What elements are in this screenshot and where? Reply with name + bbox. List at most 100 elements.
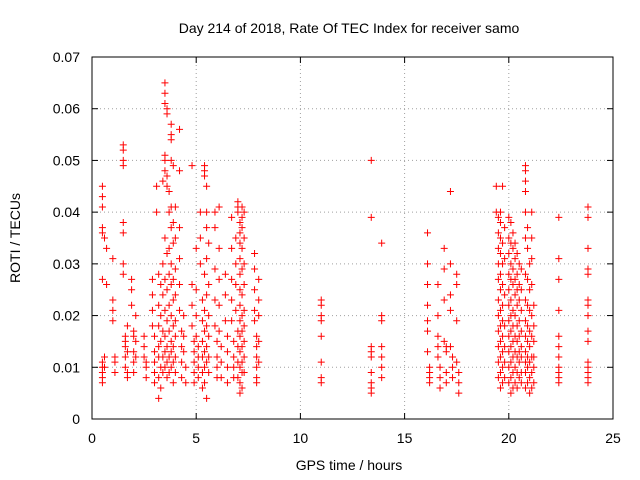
data-point (424, 260, 432, 268)
data-point (496, 234, 504, 242)
data-point (169, 275, 177, 283)
y-tick-label: 0.01 (53, 359, 80, 375)
data-point (367, 389, 375, 397)
data-point (232, 260, 240, 268)
data-point (119, 146, 127, 154)
data-point (584, 379, 592, 387)
data-point (228, 296, 236, 304)
data-point (499, 332, 507, 340)
data-point (213, 353, 221, 361)
data-point (251, 317, 259, 325)
data-point (121, 343, 129, 351)
data-point (234, 208, 242, 216)
data-point (555, 332, 563, 340)
data-point (517, 343, 525, 351)
data-point (449, 363, 457, 371)
data-point (317, 301, 325, 309)
data-point (424, 348, 432, 356)
data-point (507, 374, 515, 382)
data-point (161, 156, 169, 164)
data-point (505, 250, 513, 258)
data-point (446, 291, 454, 299)
data-point (521, 234, 529, 242)
data-point (171, 353, 179, 361)
data-point (528, 281, 536, 289)
data-point (103, 244, 111, 252)
data-point (515, 374, 523, 382)
data-point (171, 332, 179, 340)
data-point (494, 296, 502, 304)
data-point (167, 260, 175, 268)
data-point (188, 281, 196, 289)
data-point (236, 270, 244, 278)
data-point (176, 224, 184, 232)
data-point (165, 353, 173, 361)
data-point (142, 363, 150, 371)
data-point (511, 379, 519, 387)
data-point (253, 379, 261, 387)
data-point (509, 244, 517, 252)
data-point (378, 317, 386, 325)
data-point (234, 374, 242, 382)
data-point (167, 312, 175, 320)
data-point (517, 379, 525, 387)
data-point (236, 286, 244, 294)
data-point (584, 203, 592, 211)
data-point (584, 337, 592, 345)
data-point (155, 343, 163, 351)
data-point (201, 363, 209, 371)
data-point (511, 255, 519, 263)
data-point (203, 394, 211, 402)
data-point (367, 353, 375, 361)
data-point (163, 110, 171, 118)
data-point (526, 306, 534, 314)
data-point (169, 296, 177, 304)
data-point (524, 363, 532, 371)
data-point (446, 260, 454, 268)
data-point (511, 275, 519, 283)
data-point (505, 332, 513, 340)
data-point (255, 312, 263, 320)
data-point (196, 234, 204, 242)
data-point (555, 275, 563, 283)
x-tick-label: 15 (397, 430, 413, 446)
data-point (169, 343, 177, 351)
data-point (499, 363, 507, 371)
data-point (496, 270, 504, 278)
data-point (436, 363, 444, 371)
data-point (528, 384, 536, 392)
data-point (236, 363, 244, 371)
data-point (148, 322, 156, 330)
data-point (236, 239, 244, 247)
data-point (496, 368, 504, 376)
data-point (367, 156, 375, 164)
data-point (505, 348, 513, 356)
data-point (103, 281, 111, 289)
data-point (98, 275, 106, 283)
data-point (190, 348, 198, 356)
data-point (163, 286, 171, 294)
data-point (180, 332, 188, 340)
data-point (530, 337, 538, 345)
data-point (228, 244, 236, 252)
data-point (163, 343, 171, 351)
data-point (163, 358, 171, 366)
data-point (521, 208, 529, 216)
data-point (440, 296, 448, 304)
data-point (507, 296, 515, 304)
data-point (155, 301, 163, 309)
data-point (521, 167, 529, 175)
data-point (167, 120, 175, 128)
data-point (255, 296, 263, 304)
data-point (253, 332, 261, 340)
data-point (236, 332, 244, 340)
data-point (240, 234, 248, 242)
data-point (240, 260, 248, 268)
data-point (217, 343, 225, 351)
data-point (494, 327, 502, 335)
data-point (192, 286, 200, 294)
data-point (198, 384, 206, 392)
data-point (317, 379, 325, 387)
data-point (505, 286, 513, 294)
data-point (515, 358, 523, 366)
